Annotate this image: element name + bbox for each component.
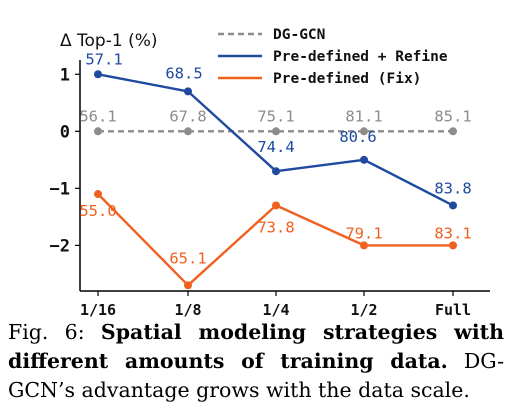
legend-label-2: Pre-defined (Fix): [273, 71, 421, 87]
data-label-1: 74.4: [257, 138, 294, 156]
caption-bold-text: Spatial modeling strategies with differe…: [8, 320, 504, 373]
series-point-1: [184, 87, 192, 96]
line-chart: Δ Top-1 (%) 1 0 −1 −2 1/16 1/8 1/4 1/2 Full DG-G…: [50, 27, 490, 318]
series-point-0: [360, 127, 368, 136]
data-label-2: 55.0: [79, 202, 116, 220]
y-tick-label: 1: [60, 65, 70, 85]
series-point-0: [94, 127, 102, 136]
series-point-1: [94, 70, 102, 79]
series-layer: 56.1 67.8 75.1 81.1 85.1 57.1 68.5 74.4 80.6 83.8…: [79, 50, 472, 290]
data-label-0: 81.1: [345, 107, 382, 125]
legend-label-0: DG-GCN: [273, 27, 325, 43]
caption-prefix: Fig. 6:: [8, 320, 85, 344]
series-point-1: [272, 167, 280, 176]
series-point-1: [360, 155, 368, 164]
data-label-0: 67.8: [169, 107, 206, 125]
data-label-0: 56.1: [79, 107, 116, 125]
series-point-0: [184, 127, 192, 136]
y-tick-label: −2: [50, 236, 70, 256]
figure-caption: Fig. 6: Spatial modeling strategies with…: [8, 318, 504, 405]
data-label-1: 68.5: [165, 64, 202, 82]
data-label-2: 65.1: [169, 249, 206, 267]
series-point-0: [272, 127, 280, 136]
data-label-2: 73.8: [257, 218, 294, 236]
x-tick-label: 1/2: [350, 301, 377, 318]
legend: DG-GCN Pre-defined + Refine Pre-defined (F…: [218, 27, 448, 87]
series-point-2: [360, 241, 368, 250]
data-label-1: 80.6: [339, 128, 376, 146]
data-label-1: 83.8: [434, 179, 471, 197]
series-point-1: [449, 201, 457, 210]
series-point-2: [184, 281, 192, 290]
x-tick-label: Full: [435, 301, 471, 318]
data-label-1: 57.1: [85, 50, 122, 68]
series-point-2: [449, 241, 457, 250]
x-tick-label: 1/4: [262, 301, 289, 318]
caption-rest-text: DG-GCN’s advantage grows with the data s…: [8, 349, 504, 402]
x-tick-label: 1/16: [80, 301, 116, 318]
axes: 1 0 −1 −2 1/16 1/8 1/4 1/2 Full: [50, 60, 490, 318]
series-point-0: [449, 127, 457, 136]
legend-label-1: Pre-defined + Refine: [273, 49, 448, 65]
y-axis-label: Δ Top-1 (%): [60, 31, 158, 51]
series-point-2: [94, 190, 102, 199]
data-label-2: 79.1: [345, 224, 382, 242]
data-label-2: 83.1: [434, 224, 471, 242]
data-label-0: 75.1: [257, 107, 294, 125]
data-label-0: 85.1: [434, 107, 471, 125]
y-tick-label: 0: [60, 122, 70, 142]
x-tick-label: 1/8: [174, 301, 201, 318]
series-point-2: [272, 201, 280, 210]
y-tick-label: −1: [50, 179, 70, 199]
